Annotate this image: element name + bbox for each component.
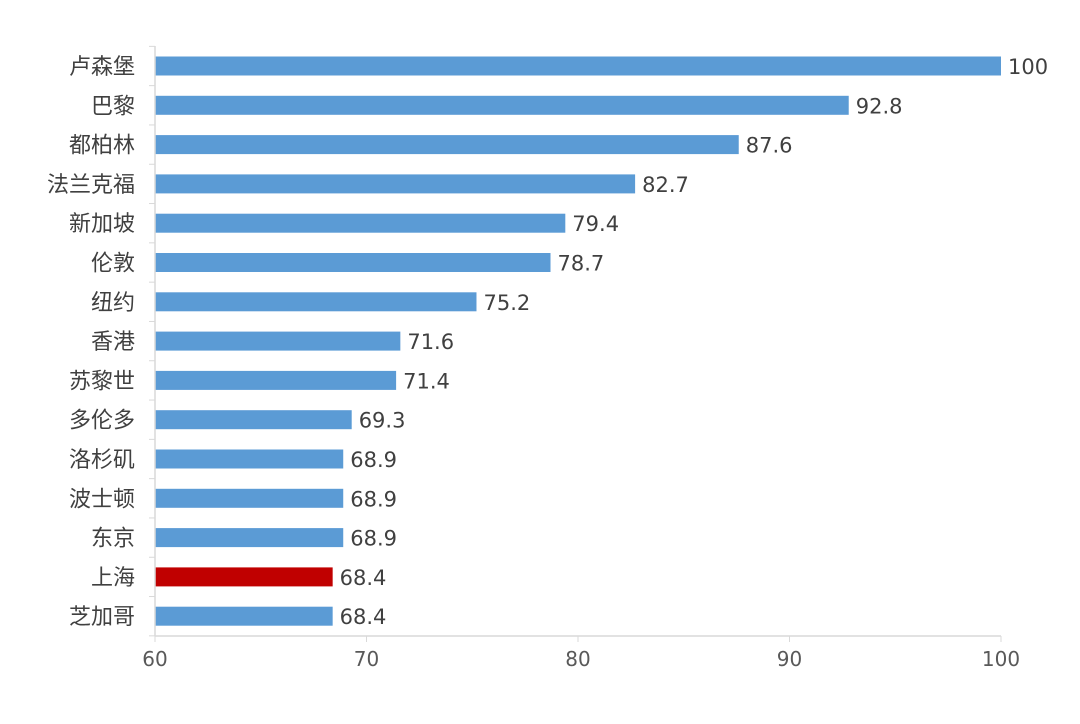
data-label: 69.3 (359, 409, 406, 433)
data-label: 87.6 (746, 134, 793, 158)
category-label: 苏黎世 (69, 369, 135, 394)
data-label: 79.4 (572, 212, 619, 236)
data-label: 68.4 (340, 566, 387, 590)
bar (155, 213, 566, 233)
data-label: 71.4 (403, 369, 450, 393)
data-label: 68.9 (350, 448, 397, 472)
category-label: 法兰克福 (47, 173, 135, 198)
bar (155, 253, 551, 272)
bar (155, 56, 1001, 76)
bar (155, 135, 739, 155)
bar (155, 528, 344, 548)
x-tick-label: 80 (565, 647, 590, 671)
data-label: 68.9 (350, 487, 397, 511)
x-tick-label: 70 (354, 647, 379, 671)
category-label: 伦敦 (91, 252, 135, 277)
bars-layer (155, 56, 1001, 626)
bar (155, 292, 477, 312)
data-label: 78.7 (558, 252, 605, 276)
category-label: 多伦多 (69, 409, 135, 434)
bar (155, 370, 397, 390)
bar (155, 95, 849, 115)
x-tick-label: 100 (982, 647, 1020, 671)
bar-highlighted (155, 567, 333, 587)
category-label: 芝加哥 (69, 605, 135, 630)
data-label: 75.2 (483, 291, 530, 315)
data-label: 82.7 (642, 173, 689, 197)
category-label: 上海 (91, 566, 135, 591)
category-label: 东京 (91, 527, 135, 552)
labels-layer: 卢森堡 100 巴黎 92.8 都柏林 87.6 法兰克福 82.7 新加坡 79.4 伦敦 78.7… (47, 55, 1048, 630)
category-label: 巴黎 (91, 94, 135, 119)
axis-layer: 60 70 80 90 100 (142, 45, 1020, 671)
data-label: 71.6 (407, 330, 454, 354)
data-label: 68.4 (340, 605, 387, 629)
bar (155, 410, 352, 430)
category-label: 新加坡 (69, 212, 135, 237)
category-label: 香港 (91, 330, 135, 355)
category-label: 波士顿 (69, 487, 135, 512)
bar (155, 606, 333, 626)
category-label: 洛杉矶 (69, 448, 135, 473)
bar (155, 331, 401, 351)
category-label: 都柏林 (69, 134, 135, 159)
category-label: 卢森堡 (69, 55, 135, 80)
bar (155, 174, 636, 194)
x-tick-label: 60 (142, 647, 167, 671)
data-label: 92.8 (856, 94, 903, 118)
bar (155, 449, 344, 469)
data-label: 100 (1008, 55, 1048, 79)
x-tick-label: 90 (777, 647, 802, 671)
data-label: 68.9 (350, 527, 397, 551)
category-label: 纽约 (91, 291, 135, 316)
bar (155, 488, 344, 508)
